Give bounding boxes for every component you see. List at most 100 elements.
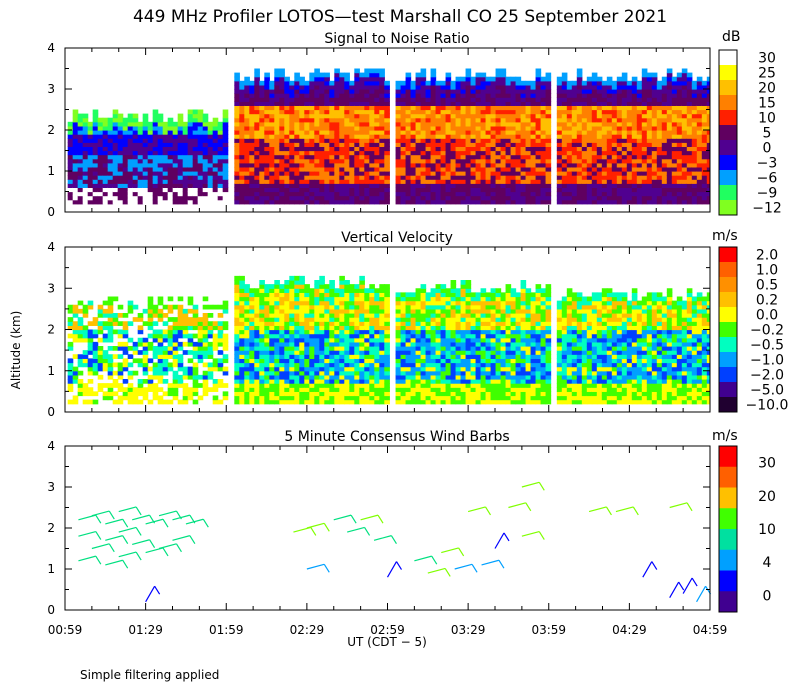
heatmap-cell xyxy=(319,391,325,397)
heatmap-cell xyxy=(284,93,290,98)
heatmap-cell xyxy=(132,171,139,176)
heatmap-cell xyxy=(177,146,184,152)
heatmap-cell xyxy=(162,134,169,139)
heatmap-cell xyxy=(369,288,375,293)
heatmap-cell xyxy=(470,138,477,143)
heatmap-cell xyxy=(217,333,224,339)
heatmap-cell xyxy=(676,125,683,131)
heatmap-cell xyxy=(162,175,169,180)
heatmap-cell xyxy=(701,121,708,127)
heatmap-cell xyxy=(197,113,204,119)
heatmap-cell xyxy=(269,391,275,397)
heatmap-cell xyxy=(349,304,355,310)
heatmap-cell xyxy=(445,162,452,168)
heatmap-cell xyxy=(249,97,255,102)
heatmap-cell xyxy=(566,195,573,201)
heatmap-cell xyxy=(339,399,345,405)
heatmap-cell xyxy=(147,187,154,193)
heatmap-cell xyxy=(157,125,164,131)
heatmap-cell xyxy=(661,105,668,111)
heatmap-cell xyxy=(374,350,380,355)
heatmap-cell xyxy=(369,383,375,388)
heatmap-cell xyxy=(107,187,114,193)
heatmap-cell xyxy=(87,366,94,372)
heatmap-cell xyxy=(284,284,290,289)
heatmap-cell xyxy=(177,183,184,188)
heatmap-cell xyxy=(92,358,99,364)
heatmap-cell xyxy=(212,162,219,168)
heatmap-cell xyxy=(339,138,345,143)
heatmap-cell xyxy=(279,341,285,347)
heatmap-cell xyxy=(495,80,502,86)
heatmap-cell xyxy=(545,125,552,131)
heatmap-cell xyxy=(450,125,457,131)
heatmap-cell xyxy=(152,321,159,326)
heatmap-cell xyxy=(339,304,345,310)
heatmap-cell xyxy=(415,125,422,131)
heatmap-cell xyxy=(405,72,412,78)
heatmap-cell xyxy=(395,130,402,135)
heatmap-cell xyxy=(651,162,658,168)
heatmap-cell xyxy=(259,113,265,119)
heatmap-cell xyxy=(182,199,189,205)
heatmap-cell xyxy=(82,171,89,176)
heatmap-cell xyxy=(334,162,340,168)
heatmap-cell xyxy=(177,117,184,123)
heatmap-cell xyxy=(192,117,199,123)
heatmap-cell xyxy=(284,395,290,401)
heatmap-cell xyxy=(319,117,325,123)
heatmap-cell xyxy=(535,134,542,139)
heatmap-cell xyxy=(349,337,355,343)
heatmap-cell xyxy=(379,101,385,106)
heatmap-cell xyxy=(187,142,194,147)
heatmap-cell xyxy=(234,358,240,364)
heatmap-cell xyxy=(249,109,255,115)
heatmap-cell xyxy=(525,105,532,111)
heatmap-cell xyxy=(561,130,568,135)
heatmap-cell xyxy=(72,158,79,164)
heatmap-cell xyxy=(167,304,174,310)
heatmap-cell xyxy=(339,179,345,184)
heatmap-cell xyxy=(309,370,315,376)
heatmap-cell xyxy=(581,125,588,131)
heatmap-cell xyxy=(440,125,447,131)
heatmap-cell xyxy=(354,358,360,364)
heatmap-cell xyxy=(147,146,154,152)
heatmap-cell xyxy=(157,154,164,160)
heatmap-cell xyxy=(384,154,390,160)
heatmap-cell xyxy=(480,187,487,193)
heatmap-cell xyxy=(304,195,310,201)
heatmap-cell xyxy=(591,134,598,139)
heatmap-cell xyxy=(319,150,325,156)
heatmap-cell xyxy=(77,158,84,164)
heatmap-cell xyxy=(525,121,532,127)
heatmap-cell xyxy=(132,142,139,147)
heatmap-cell xyxy=(127,391,134,397)
heatmap-cell xyxy=(117,395,124,401)
heatmap-cell xyxy=(167,191,174,197)
heatmap-cell xyxy=(435,183,442,188)
heatmap-cell xyxy=(167,121,174,127)
heatmap-cell xyxy=(656,89,663,94)
heatmap-cell xyxy=(671,199,678,205)
heatmap-cell xyxy=(67,321,74,326)
heatmap-cell xyxy=(490,138,497,143)
heatmap-cell xyxy=(440,89,447,94)
heatmap-cell xyxy=(82,166,89,172)
heatmap-cell xyxy=(239,391,245,397)
heatmap-cell xyxy=(641,183,648,188)
heatmap-cell xyxy=(696,158,703,164)
heatmap-cell xyxy=(304,313,310,318)
heatmap-cell xyxy=(132,370,139,376)
heatmap-cell xyxy=(284,337,290,343)
heatmap-cell xyxy=(349,341,355,347)
heatmap-cell xyxy=(686,80,693,86)
heatmap-cell xyxy=(586,191,593,197)
heatmap-cell xyxy=(192,313,199,318)
heatmap-cell xyxy=(269,399,275,405)
heatmap-cell xyxy=(182,166,189,172)
heatmap-cell xyxy=(485,93,492,98)
heatmap-cell xyxy=(177,179,184,184)
heatmap-cell xyxy=(102,300,109,306)
heatmap-cell xyxy=(299,333,305,339)
